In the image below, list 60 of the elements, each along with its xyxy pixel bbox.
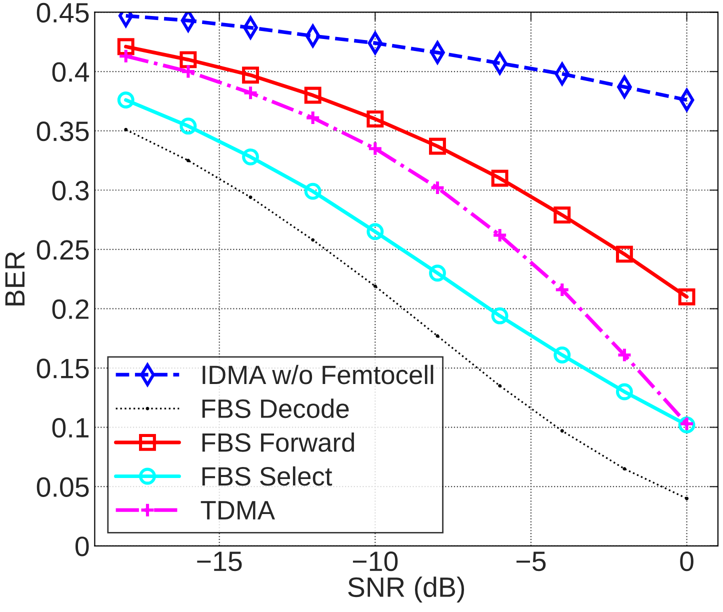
point: [242, 148, 259, 166]
point: [498, 384, 502, 388]
point: [180, 51, 197, 68]
point: [429, 138, 446, 155]
point: [491, 170, 508, 187]
y-tick-label: 0.3: [52, 180, 89, 200]
point: [304, 182, 322, 200]
x-tick-label: −5: [516, 552, 546, 572]
point: [436, 334, 440, 338]
legend-label: FBS Decode: [202, 398, 349, 418]
x-tick-label: 0: [680, 552, 694, 572]
point: [117, 92, 134, 108]
y-tick-label: 0: [75, 536, 89, 556]
y-tick-label: 0.1: [52, 418, 88, 438]
point: [616, 347, 632, 363]
point: [117, 38, 134, 56]
point: [366, 223, 384, 240]
point: [560, 429, 564, 433]
legend-label: IDMA w/o Femtocell: [202, 364, 434, 384]
point: [186, 158, 190, 162]
point: [554, 346, 571, 364]
point: [180, 12, 196, 32]
y-tick-label: 0.4: [52, 62, 90, 82]
legend-label: FBS Select: [202, 466, 332, 486]
point: [366, 110, 384, 128]
x-tick-label: −10: [352, 552, 398, 572]
point: [616, 383, 633, 400]
point: [304, 86, 322, 104]
point: [180, 118, 197, 135]
legend-label: FBS Forward: [202, 432, 354, 452]
y-tick-label: 0.15: [36, 358, 89, 378]
y-tick-label: 0.35: [36, 122, 89, 142]
legend-label: TDMA: [200, 501, 275, 520]
y-tick-label: 0.45: [36, 2, 89, 23]
point: [373, 284, 377, 288]
y-tick-label: 0.25: [36, 240, 89, 260]
point: [367, 140, 383, 156]
y-tick-label: 0.05: [36, 477, 89, 497]
point: [492, 227, 508, 243]
point: [242, 85, 258, 101]
point: [429, 264, 446, 282]
point: [685, 496, 689, 500]
point: [554, 282, 570, 298]
point: [678, 288, 696, 306]
point: [118, 48, 134, 64]
point: [616, 246, 633, 263]
point: [430, 180, 446, 196]
y-tick-label: 0.2: [52, 299, 88, 320]
point: [311, 238, 315, 242]
point: [242, 66, 259, 84]
y-axis-title: BER: [5, 252, 24, 306]
point: [124, 128, 128, 132]
point: [305, 110, 321, 126]
point: [554, 206, 571, 224]
point: [622, 467, 626, 471]
point: [180, 64, 196, 80]
x-axis-title: SNR (dB): [348, 576, 464, 603]
x-tick-label: −15: [197, 552, 242, 572]
point: [491, 307, 508, 324]
point: [248, 196, 252, 199]
